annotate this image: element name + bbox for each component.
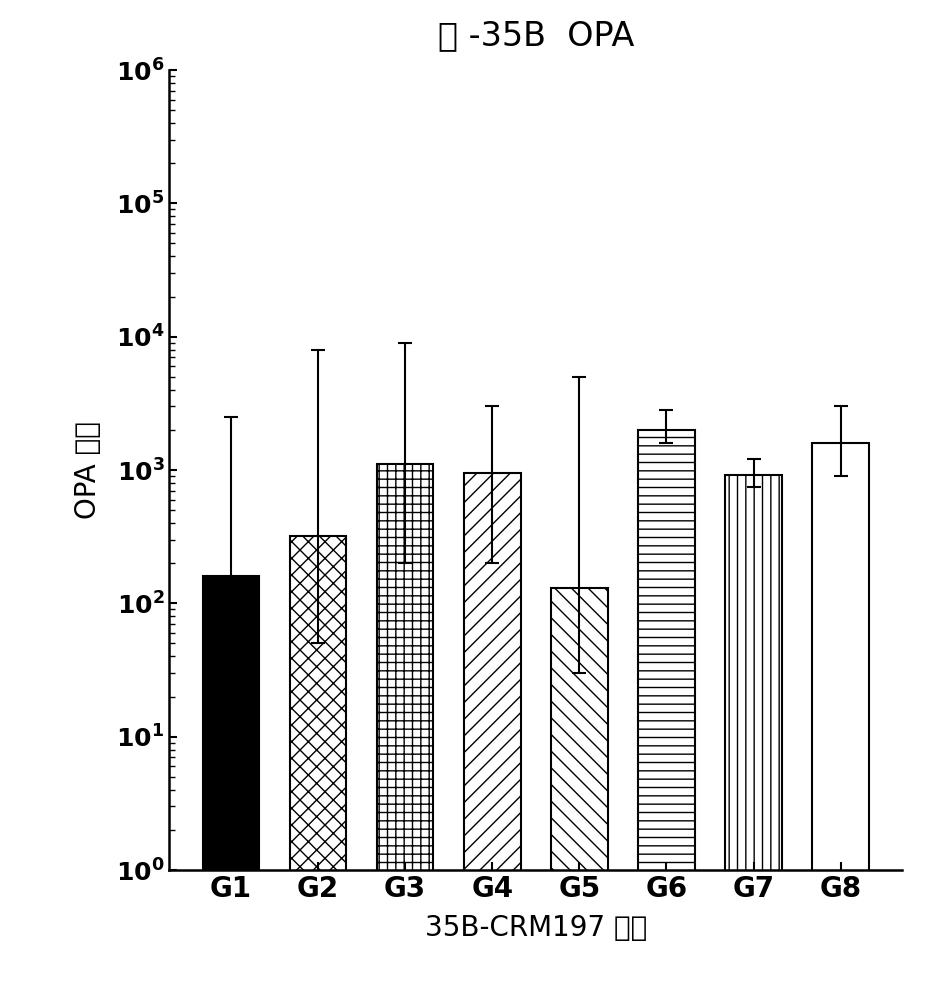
Bar: [726, 475, 782, 1000]
Y-axis label: OPA 滤度: OPA 滤度: [74, 421, 102, 519]
Bar: [290, 536, 346, 1000]
Bar: [638, 430, 695, 1000]
Bar: [551, 588, 607, 1000]
X-axis label: 35B-CRM197 制剂: 35B-CRM197 制剂: [425, 914, 647, 942]
Bar: [202, 576, 259, 1000]
Bar: [812, 443, 870, 1000]
Bar: [377, 464, 433, 1000]
Title: 抗 -35B  OPA: 抗 -35B OPA: [438, 19, 634, 52]
Bar: [464, 473, 521, 1000]
